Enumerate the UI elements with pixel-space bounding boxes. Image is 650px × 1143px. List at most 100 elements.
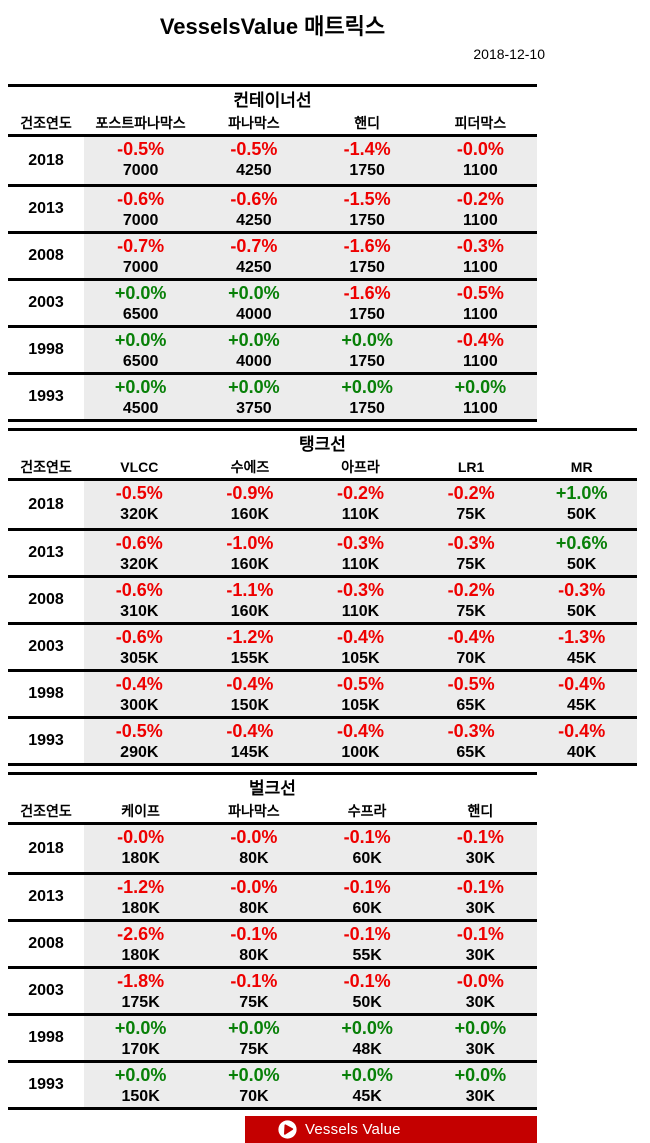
percent-change: -0.4%: [456, 330, 504, 350]
table-row: 2013 -0.6% 7000 -0.6% 4250 -1.5% 1750 -0.2% 1100: [8, 184, 537, 231]
vessel-size-value: 105K: [341, 697, 380, 714]
value-cell: -0.5% 105K: [305, 672, 416, 716]
value-cell: -1.0% 160K: [194, 531, 306, 575]
value-cell: -0.9% 160K: [194, 481, 306, 528]
percent-change: -0.1%: [343, 924, 391, 944]
vessel-size-value: 1750: [349, 212, 385, 229]
value-cell: -1.1% 160K: [194, 578, 306, 622]
table-row: 2003 -1.8% 175K -0.1% 75K -0.1% 50K -0.0% 30K: [8, 966, 537, 1013]
percent-change: +1.0%: [555, 483, 608, 503]
vessel-size-value: 170K: [121, 1041, 160, 1058]
percent-change: +0.0%: [228, 330, 280, 350]
vessel-size-value: 110K: [341, 506, 380, 523]
vessel-size-value: 1750: [349, 400, 385, 417]
vessel-size-value: 65K: [456, 744, 486, 761]
value-cell: -0.3% 65K: [415, 719, 527, 763]
vessel-size-value: 1100: [463, 306, 498, 323]
percent-change: -0.2%: [336, 483, 384, 503]
matrix-tables: 컨테이너선 건조연도 포스트파나막스 파나막스 핸디 피더막스 2018 -0.5% 7000-…: [0, 84, 650, 1110]
year-cell: 2003: [8, 969, 84, 1013]
percent-change: +0.0%: [114, 283, 167, 303]
vessel-size-value: 50K: [567, 556, 597, 573]
percent-change: +0.0%: [228, 377, 280, 397]
value-cell: -0.3% 50K: [526, 578, 637, 622]
value-cell: +1.0% 50K: [526, 481, 637, 528]
percent-change: -0.1%: [343, 877, 391, 897]
percent-change: -0.2%: [456, 189, 504, 209]
percent-change: -0.4%: [558, 674, 606, 694]
percent-change: +0.0%: [454, 1018, 507, 1038]
year-cell: 2018: [8, 825, 84, 872]
percent-change: -0.1%: [456, 924, 504, 944]
vessel-size-value: 1100: [463, 162, 498, 179]
percent-change: -1.6%: [343, 236, 391, 256]
vessel-size-value: 175K: [121, 994, 160, 1011]
percent-change: -0.7%: [117, 236, 165, 256]
vessel-size-value: 180K: [121, 850, 160, 867]
percent-change: -0.6%: [115, 580, 163, 600]
percent-change: +0.0%: [341, 377, 393, 397]
table-section: 탱크선 건조연도 VLCC 수에즈 아프라 LR1 MR 2018 -0.5% 320K -0.9%…: [8, 428, 637, 766]
vessel-size-value: 320K: [120, 506, 159, 523]
year-column-header: 건조연도: [20, 458, 72, 475]
value-cell: -0.0% 80K: [197, 875, 311, 919]
value-cell: -0.0% 80K: [197, 825, 311, 872]
vessel-size-value: 150K: [121, 1088, 160, 1105]
percent-change: -0.3%: [456, 236, 504, 256]
value-cell: -0.1% 55K: [310, 922, 424, 966]
percent-change: -0.5%: [115, 721, 163, 741]
column-header: 핸디: [467, 802, 494, 819]
percent-change: -0.1%: [230, 924, 278, 944]
column-header-row: 건조연도 케이프 파나막스 수프라 핸디: [8, 799, 537, 825]
value-cell: +0.0% 4000: [197, 328, 311, 372]
year-cell: 2008: [8, 922, 84, 966]
value-cell: -1.5% 1750: [310, 187, 424, 231]
value-cell: -0.1% 80K: [197, 922, 311, 966]
vessel-size-value: 3750: [236, 400, 272, 417]
value-cell: +0.0% 48K: [310, 1016, 424, 1060]
percent-change: +0.0%: [454, 1065, 507, 1085]
table-row: 1993 +0.0% 4500 +0.0% 3750 +0.0% 1750 +0.0% 1100: [8, 372, 537, 419]
percent-change: -1.3%: [558, 627, 606, 647]
value-cell: -0.5% 65K: [415, 672, 527, 716]
percent-change: +0.0%: [228, 1018, 280, 1038]
vessel-size-value: 1100: [463, 259, 498, 276]
value-cell: +0.0% 4000: [197, 281, 311, 325]
vesselsvalue-logo-text: Vessels Value: [305, 1121, 401, 1138]
value-cell: -2.6% 180K: [84, 922, 198, 966]
value-cell: +0.0% 170K: [84, 1016, 198, 1060]
value-cell: -0.2% 110K: [305, 481, 416, 528]
vessel-size-value: 75K: [239, 1041, 269, 1058]
value-cell: +0.0% 70K: [197, 1063, 311, 1107]
vessel-size-value: 7000: [122, 212, 159, 229]
percent-change: -1.5%: [343, 189, 391, 209]
table-title: 탱크선: [299, 435, 346, 454]
percent-change: +0.0%: [341, 330, 393, 350]
percent-change: -0.4%: [447, 627, 495, 647]
year-cell: 1998: [8, 1016, 84, 1060]
value-cell: -0.6% 4250: [197, 187, 311, 231]
value-cell: -0.2% 1100: [423, 187, 537, 231]
value-cell: -1.2% 155K: [194, 625, 306, 669]
percent-change: -1.6%: [343, 283, 391, 303]
percent-change: -0.5%: [117, 139, 165, 159]
page-title: VesselsValue 매트릭스: [159, 14, 386, 39]
percent-change: -0.9%: [226, 483, 274, 503]
percent-change: -0.4%: [336, 627, 384, 647]
percent-change: +0.0%: [454, 377, 507, 397]
table-row: 1993 -0.5% 290K -0.4% 145K -0.4% 100K -0.3% 65K -…: [8, 716, 637, 763]
vessel-size-value: 1750: [349, 306, 385, 323]
table-row: 2008 -0.6% 310K -1.1% 160K -0.3% 110K -0.2% 75K -…: [8, 575, 637, 622]
percent-change: -0.5%: [230, 139, 278, 159]
vessel-size-value: 70K: [456, 650, 486, 667]
table-section: 컨테이너선 건조연도 포스트파나막스 파나막스 핸디 피더막스 2018 -0.5% 7000-…: [8, 84, 537, 422]
percent-change: +0.0%: [341, 1018, 393, 1038]
column-header: 파나막스: [228, 114, 280, 131]
percent-change: -0.3%: [336, 533, 384, 553]
vessel-size-value: 50K: [567, 506, 597, 523]
percent-change: -0.6%: [115, 533, 163, 553]
value-cell: +0.0% 30K: [423, 1016, 537, 1060]
table-row: 1998 +0.0% 170K +0.0% 75K +0.0% 48K +0.0% 30K: [8, 1013, 537, 1060]
vessel-size-value: 6500: [122, 306, 159, 323]
percent-change: -0.4%: [336, 721, 384, 741]
